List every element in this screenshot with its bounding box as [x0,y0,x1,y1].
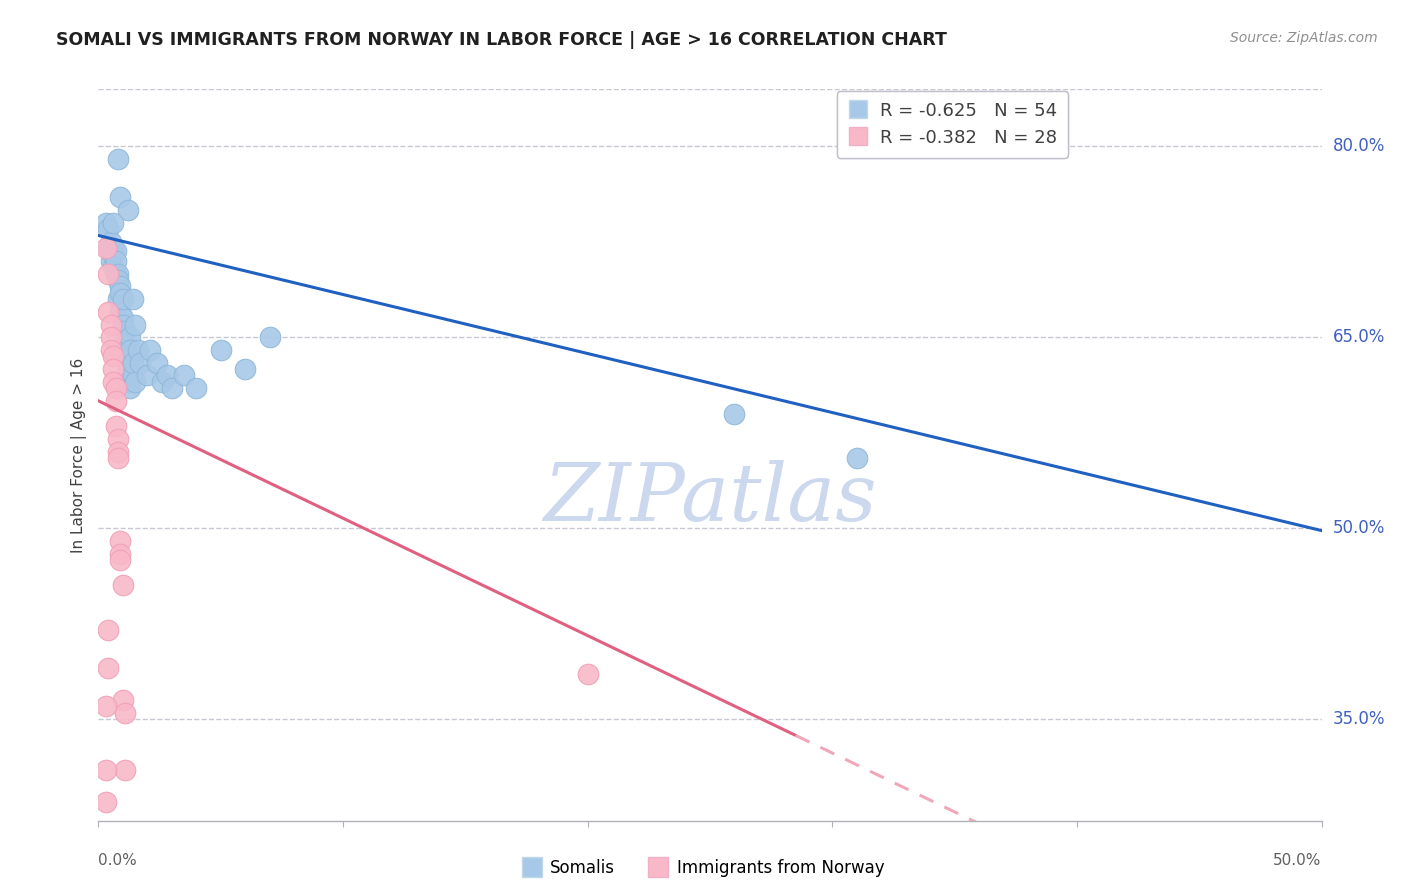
Point [97,661,120,675]
Point [94,241,117,255]
Point [100,244,122,258]
Point [107,292,129,306]
Legend: Somalis, Immigrants from Norway: Somalis, Immigrants from Norway [515,853,891,884]
Point [117,375,139,389]
Point [146,356,169,370]
Text: 35.0%: 35.0% [1333,710,1385,728]
Point [107,152,129,166]
Point [110,285,132,300]
Text: SOMALI VS IMMIGRANTS FROM NORWAY IN LABOR FORCE | AGE > 16 CORRELATION CHART: SOMALI VS IMMIGRANTS FROM NORWAY IN LABO… [56,31,948,49]
Point [114,324,136,338]
Point [139,343,162,357]
Point [117,202,139,217]
Point [101,216,124,230]
Point [94,216,117,230]
Point [97,305,120,319]
Point [110,553,132,567]
Point [723,407,745,421]
Point [107,267,129,281]
Point [576,667,599,681]
Point [104,393,127,408]
Point [110,533,132,548]
Point [101,349,124,363]
Y-axis label: In Labor Force | Age > 16: In Labor Force | Age > 16 [72,358,87,552]
Point [124,375,146,389]
Point [110,279,132,293]
Point [129,356,152,370]
Point [100,343,122,357]
Point [845,451,868,466]
Point [121,368,143,383]
Point [101,362,124,376]
Point [107,432,129,446]
Point [94,795,117,809]
Point [97,222,120,236]
Point [110,305,132,319]
Point [97,241,120,255]
Text: 80.0%: 80.0% [1333,137,1385,155]
Point [117,362,139,376]
Point [104,254,127,268]
Point [136,368,159,383]
Point [94,763,117,777]
Point [114,763,136,777]
Point [114,343,136,357]
Point [104,419,127,434]
Point [114,336,136,351]
Point [101,241,124,255]
Point [100,330,122,344]
Point [94,699,117,714]
Point [110,547,132,561]
Point [111,318,134,332]
Point [100,254,122,268]
Text: 50.0%: 50.0% [1274,854,1322,868]
Point [209,343,232,357]
Point [233,362,256,376]
Point [111,311,134,326]
Point [97,623,120,637]
Text: 50.0%: 50.0% [1333,519,1385,537]
Point [101,260,124,275]
Point [121,356,143,370]
Legend: R = -0.625   N = 54, R = -0.382   N = 28: R = -0.625 N = 54, R = -0.382 N = 28 [837,91,1069,158]
Text: 65.0%: 65.0% [1333,328,1385,346]
Point [114,706,136,720]
Point [117,349,139,363]
Point [111,292,134,306]
Point [101,375,124,389]
Point [111,578,134,592]
Point [120,381,142,395]
Point [160,381,183,395]
Point [111,693,134,707]
Point [120,343,142,357]
Text: ZIPatlas: ZIPatlas [543,460,877,538]
Point [100,318,122,332]
Text: 0.0%: 0.0% [98,854,138,868]
Point [107,451,129,466]
Point [150,375,173,389]
Point [97,267,120,281]
Point [120,330,142,344]
Point [107,273,129,287]
Point [124,318,146,332]
Point [100,235,122,249]
Text: Source: ZipAtlas.com: Source: ZipAtlas.com [1230,31,1378,45]
Point [104,381,127,395]
Point [121,292,143,306]
Point [156,368,179,383]
Point [104,244,127,258]
Point [259,330,281,344]
Point [107,444,129,458]
Point [127,343,149,357]
Point [110,190,132,204]
Point [104,267,127,281]
Point [101,247,124,261]
Point [186,381,208,395]
Point [173,368,195,383]
